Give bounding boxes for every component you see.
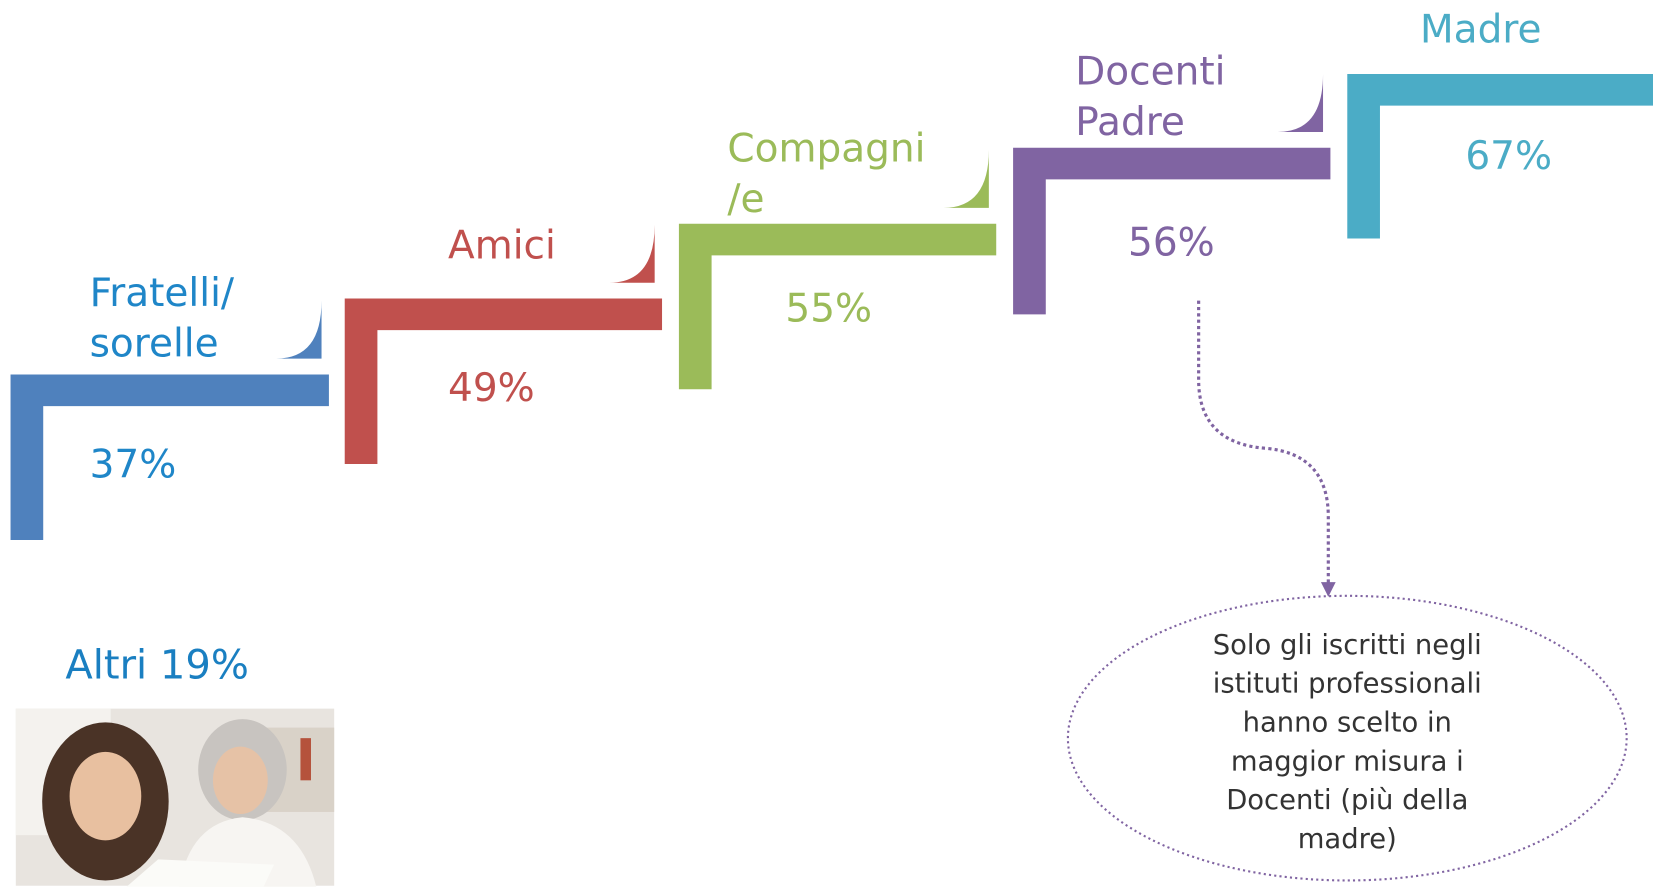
step-value: 49% bbox=[448, 366, 535, 411]
note-text: hanno scelto in bbox=[1243, 708, 1452, 739]
connector bbox=[1199, 301, 1329, 586]
others-label: Altri 19% bbox=[65, 643, 249, 689]
step-accent bbox=[1278, 74, 1323, 132]
step-label: sorelle bbox=[90, 321, 219, 366]
step-label: Padre bbox=[1075, 100, 1185, 145]
step-label: Docenti bbox=[1075, 49, 1225, 94]
step-value: 67% bbox=[1465, 134, 1552, 179]
step-accent bbox=[276, 301, 321, 359]
step-label: Madre bbox=[1420, 7, 1541, 52]
step-label: /e bbox=[727, 177, 764, 222]
arrowhead bbox=[1321, 582, 1336, 597]
photo bbox=[16, 709, 334, 887]
diagram: Altri 19% Fratelli/sorelle 37% Amici 49% Com… bbox=[0, 0, 1653, 887]
page: {"steps": [ {"label": ["Fratelli/", "sor… bbox=[0, 0, 1653, 887]
step-accent bbox=[609, 225, 654, 283]
note-text: istituti professionali bbox=[1213, 669, 1482, 700]
step-value: 37% bbox=[90, 443, 177, 488]
step-label: Compagni bbox=[727, 126, 925, 171]
note-text: madre) bbox=[1298, 824, 1397, 855]
note-text: maggior misura i bbox=[1231, 746, 1464, 777]
note-text: Docenti (più della bbox=[1226, 785, 1468, 816]
step-accent bbox=[944, 150, 989, 208]
step-value: 55% bbox=[785, 287, 872, 332]
step-value: 56% bbox=[1128, 220, 1215, 265]
note-text: Solo gli iscritti negli bbox=[1213, 630, 1482, 661]
step-label: Amici bbox=[448, 223, 556, 268]
step-label: Fratelli/ bbox=[90, 271, 235, 316]
